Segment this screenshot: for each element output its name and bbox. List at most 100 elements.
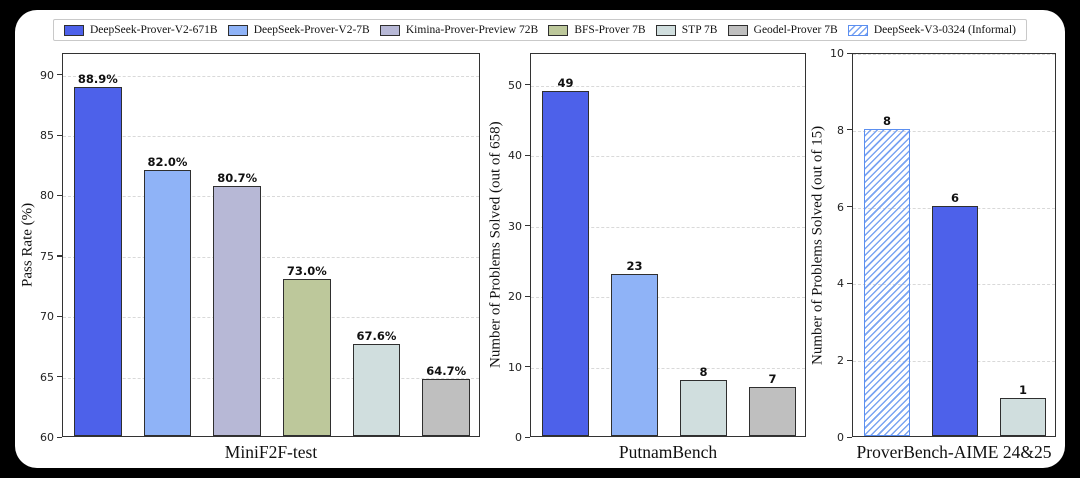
- y-tick-label: 70: [40, 310, 54, 324]
- bar-stp-7b: [680, 379, 727, 436]
- bar-value-label: 23: [626, 258, 643, 273]
- chart-legend: DeepSeek-Prover-V2-671B DeepSeek-Prover-V…: [53, 19, 1027, 41]
- legend-label: STP 7B: [681, 24, 718, 36]
- y-axis-label: Number of Problems Solved (out of 658): [487, 121, 504, 369]
- y-tick-mark: [57, 74, 62, 76]
- bar-geodel-prover-7b: [422, 379, 470, 436]
- legend-item: DeepSeek-Prover-V2-7B: [227, 24, 370, 36]
- bar-value-label: 64.7%: [426, 364, 467, 379]
- x-axis-label: ProverBench-AIME 24&25: [856, 442, 1052, 462]
- y-tick-mark: [57, 255, 62, 257]
- bar-value-label: 73.0%: [286, 264, 327, 279]
- y-tick-mark: [57, 134, 62, 136]
- y-axis-label: Number of Problems Solved (out of 15): [809, 125, 826, 365]
- y-tick-mark: [525, 84, 530, 86]
- gridline: [63, 196, 479, 198]
- bar-deepseek-v3-0324-informal-: [863, 128, 911, 436]
- y-tick-label: 30: [508, 219, 522, 233]
- gridline: [63, 317, 479, 319]
- legend-swatch-icon: [727, 24, 748, 36]
- legend-item: STP 7B: [655, 24, 718, 36]
- legend-item: DeepSeek-Prover-V2-671B: [64, 24, 218, 36]
- y-tick-label: 80: [40, 189, 54, 203]
- y-tick-label: 20: [508, 290, 522, 304]
- y-tick-mark: [57, 194, 62, 197]
- y-tick-label: 0: [837, 431, 844, 444]
- bar-value-label: 82.0%: [147, 155, 188, 170]
- chart-panel-minif2f: Pass Rate (%) 88.9% 82.0% 80.7% 73.0% 67.6% 6…: [20, 53, 480, 462]
- bar-stp-7b: [352, 344, 401, 436]
- bar-deepseek-prover-v2-671b: [74, 87, 122, 436]
- legend-swatch-icon: [64, 24, 84, 36]
- y-tick-label: 10: [830, 47, 844, 60]
- bar-deepseek-prover-v2-7b: [143, 170, 192, 436]
- gridline: [853, 130, 1055, 132]
- bar-geodel-prover-7b: [749, 386, 796, 436]
- legend-item: DeepSeek-V3-0324 (Informal): [847, 24, 1016, 36]
- y-tick-label: 65: [40, 370, 54, 384]
- bar-deepseek-prover-v2-671b: [931, 205, 979, 436]
- y-tick-mark: [57, 376, 62, 378]
- gridline: [63, 136, 479, 138]
- legend-item: BFS-Prover 7B: [548, 24, 646, 36]
- legend-swatch-icon: [379, 24, 400, 36]
- bar-bfs-prover-7b: [283, 279, 331, 436]
- legend-swatch-icon: [227, 24, 248, 36]
- y-tick-label: 2: [837, 354, 844, 368]
- x-axis-label: PutnamBench: [618, 442, 718, 462]
- y-tick-label: 60: [40, 431, 54, 444]
- bar-value-label: 80.7%: [217, 171, 258, 186]
- legend-item: Geodel-Prover 7B: [727, 24, 838, 36]
- bar-deepseek-prover-v2-7b: [611, 273, 658, 436]
- y-tick-mark: [525, 366, 530, 368]
- y-tick-label: 10: [508, 360, 522, 374]
- bar-deepseek-prover-v2-671b: [542, 90, 589, 436]
- y-tick-mark: [525, 295, 530, 297]
- y-tick-mark: [847, 436, 852, 438]
- y-tick-label: 8: [837, 123, 844, 137]
- legend-swatch-icon: [847, 24, 868, 36]
- x-axis-label: MiniF2F-test: [224, 442, 318, 462]
- gridline: [531, 297, 805, 299]
- chart-panel-putnambench: Number of Problems Solved (out of 658) 4…: [488, 53, 806, 462]
- plot-area: 8 6 1: [852, 53, 1056, 437]
- y-tick-mark: [525, 225, 530, 227]
- y-tick-label: 4: [837, 277, 844, 291]
- plot-area: 88.9% 82.0% 80.7% 73.0% 67.6% 64.7%: [62, 53, 480, 437]
- bar-stp-7b: [999, 397, 1047, 436]
- bar-value-label: 49: [557, 75, 574, 90]
- y-tick-mark: [847, 129, 852, 131]
- chart-panel-proverbench: Number of Problems Solved (out of 15) 8 6…: [810, 48, 1056, 462]
- bar-kimina-prover-preview-72b: [213, 186, 261, 436]
- bar-value-label: 8: [882, 113, 892, 128]
- y-tick-mark: [57, 436, 62, 438]
- y-tick-mark: [847, 282, 852, 285]
- legend-swatch-icon: [655, 24, 676, 36]
- legend-item: Kimina-Prover-Preview 72B: [379, 24, 539, 36]
- legend-label: DeepSeek-V3-0324 (Informal): [873, 24, 1016, 36]
- legend-label: BFS-Prover 7B: [574, 24, 646, 36]
- legend-label: DeepSeek-Prover-V2-671B: [90, 24, 218, 36]
- legend-swatch-icon: [548, 24, 569, 36]
- y-tick-mark: [847, 52, 852, 54]
- bar-value-label: 7: [768, 371, 777, 386]
- bar-value-label: 8: [699, 364, 708, 379]
- y-tick-label: 0: [515, 431, 522, 444]
- gridline: [63, 256, 479, 258]
- y-tick-mark: [525, 154, 530, 156]
- gridline: [63, 75, 479, 77]
- plot-area: 49 23 8 7: [530, 53, 806, 437]
- gridline: [63, 377, 479, 379]
- y-tick-label: 40: [508, 149, 522, 163]
- y-tick-mark: [57, 315, 62, 317]
- y-tick-label: 50: [508, 78, 522, 92]
- gridline: [531, 226, 805, 228]
- y-tick-label: 85: [40, 129, 54, 143]
- y-tick-mark: [525, 436, 530, 438]
- legend-label: Kimina-Prover-Preview 72B: [405, 24, 539, 36]
- gridline: [531, 156, 805, 158]
- y-tick-label: 6: [837, 200, 844, 214]
- y-tick-label: 90: [40, 68, 54, 82]
- bar-value-label: 1: [1018, 382, 1028, 397]
